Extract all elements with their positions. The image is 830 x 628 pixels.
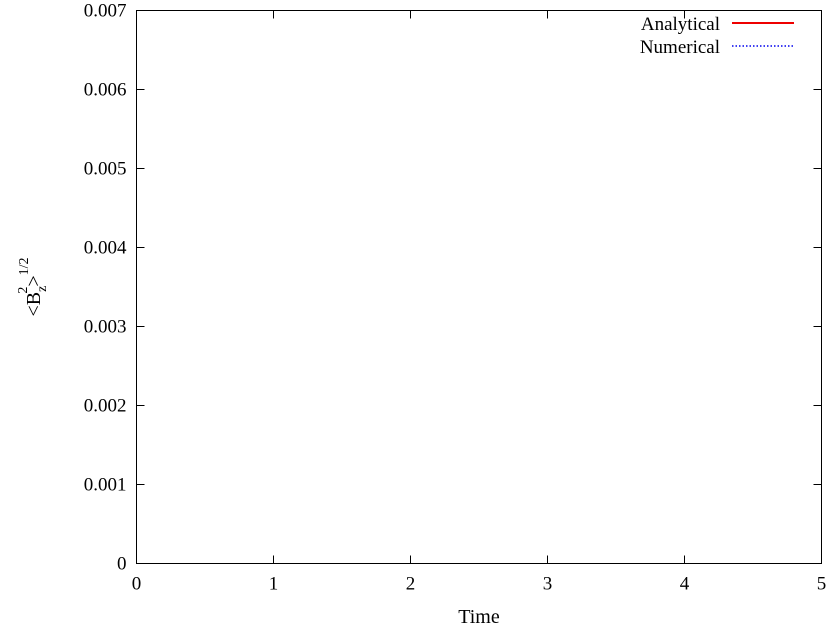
- y-tick-label: 0.005: [84, 159, 127, 180]
- legend-label-analytical: Analytical: [641, 14, 720, 35]
- x-tick-label: 0: [132, 574, 142, 595]
- y-axis-title-close: >: [23, 275, 45, 286]
- y-tick-label: 0.007: [84, 1, 127, 22]
- y-tick-label: 0: [117, 554, 127, 575]
- y-axis-title-superscript: 2: [16, 287, 31, 294]
- x-tick-label: 4: [680, 574, 690, 595]
- y-axis-title-subscript: z: [35, 286, 50, 292]
- y-tick-label: 0.003: [84, 317, 127, 338]
- axis-tick-labels: 0 1 2 3 4 5 0 0.001 0.002 0.003 0.004 0.005 0.006 0.0…: [84, 1, 827, 595]
- plot-frame: [136, 10, 822, 564]
- legend-label-numerical: Numerical: [640, 37, 720, 58]
- y-tick-label: 0.002: [84, 396, 127, 417]
- axis-ticks: [136, 10, 822, 564]
- x-tick-label: 3: [543, 574, 553, 595]
- y-tick-label: 0.001: [84, 475, 127, 496]
- y-axis-title-base: <B: [23, 292, 45, 317]
- x-tick-label: 1: [269, 574, 279, 595]
- x-tick-label: 2: [406, 574, 416, 595]
- y-axis-title-exponent: 1/2: [17, 257, 32, 275]
- x-tick-label: 5: [817, 574, 827, 595]
- y-tick-label: 0.006: [84, 80, 127, 101]
- y-tick-label: 0.004: [84, 238, 127, 259]
- x-axis-title: Time: [458, 606, 500, 628]
- y-axis-title: <Bz2>1/2: [16, 257, 50, 316]
- legend: Analytical Numerical: [640, 14, 794, 58]
